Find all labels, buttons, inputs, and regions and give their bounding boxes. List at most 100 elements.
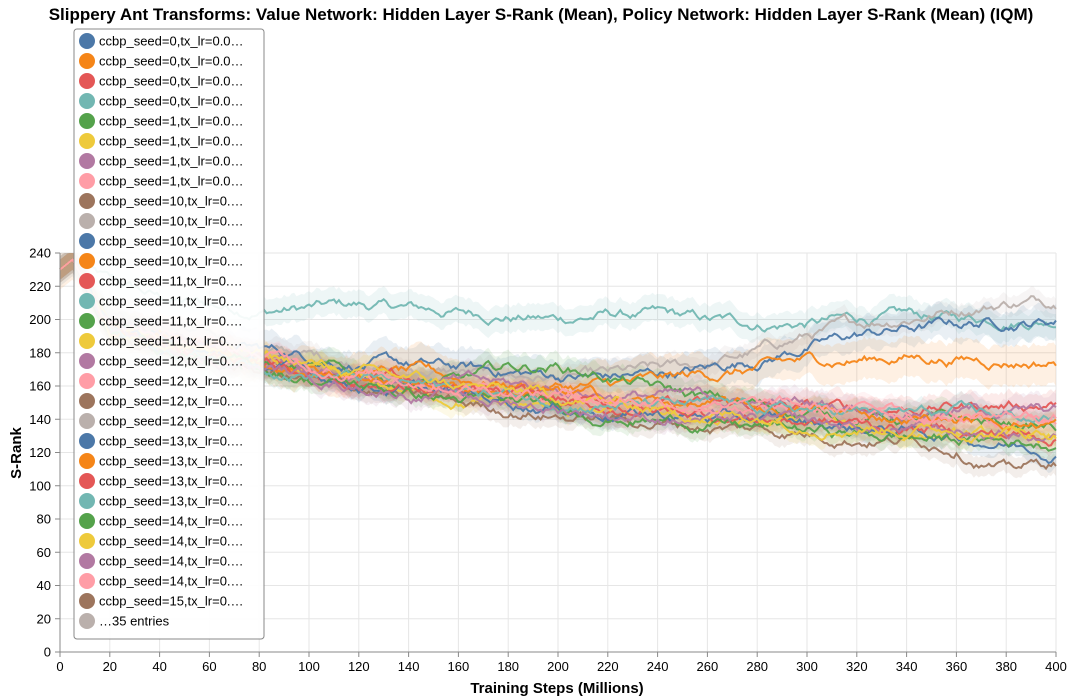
- legend-entry[interactable]: ccbp_seed=0,tx_lr=0.0…: [79, 33, 244, 49]
- legend-entry[interactable]: ccbp_seed=14,tx_lr=0.…: [79, 553, 244, 569]
- x-tick-label: 400: [1045, 659, 1067, 674]
- legend-swatch: [79, 253, 95, 269]
- legend-entry[interactable]: ccbp_seed=10,tx_lr=0.…: [79, 233, 244, 249]
- x-tick-label: 0: [56, 659, 63, 674]
- legend-label: ccbp_seed=13,tx_lr=0.…: [99, 474, 244, 489]
- legend-swatch: [79, 313, 95, 329]
- legend: ccbp_seed=0,tx_lr=0.0… ccbp_seed=0,tx_lr=…: [73, 28, 265, 640]
- x-tick-label: 20: [103, 659, 117, 674]
- legend-swatch: [79, 433, 95, 449]
- legend-label: ccbp_seed=12,tx_lr=0.…: [99, 394, 244, 409]
- legend-label: ccbp_seed=1,tx_lr=0.0…: [99, 114, 244, 129]
- legend-label: ccbp_seed=13,tx_lr=0.…: [99, 494, 244, 509]
- legend-swatch: [79, 533, 95, 549]
- legend-entry[interactable]: ccbp_seed=15,tx_lr=0.…: [79, 593, 244, 609]
- legend-swatch: [79, 293, 95, 309]
- x-tick-label: 140: [398, 659, 420, 674]
- legend-swatch: [79, 33, 95, 49]
- legend-entry[interactable]: ccbp_seed=1,tx_lr=0.0…: [79, 113, 244, 129]
- legend-label: ccbp_seed=11,tx_lr=0.…: [99, 314, 243, 329]
- legend-label: ccbp_seed=12,tx_lr=0.…: [99, 354, 244, 369]
- legend-label: ccbp_seed=11,tx_lr=0.…: [99, 294, 243, 309]
- legend-entry[interactable]: ccbp_seed=10,tx_lr=0.…: [79, 253, 244, 269]
- legend-label: ccbp_seed=10,tx_lr=0.…: [99, 194, 244, 209]
- legend-swatch: [79, 133, 95, 149]
- y-tick-label: 80: [37, 512, 51, 527]
- legend-entry[interactable]: ccbp_seed=1,tx_lr=0.0…: [79, 153, 244, 169]
- legend-label: ccbp_seed=0,tx_lr=0.0…: [99, 74, 244, 89]
- legend-label: ccbp_seed=1,tx_lr=0.0…: [99, 174, 244, 189]
- legend-entry[interactable]: ccbp_seed=11,tx_lr=0.…: [79, 313, 243, 329]
- legend-entry[interactable]: ccbp_seed=13,tx_lr=0.…: [79, 453, 244, 469]
- legend-entry[interactable]: ccbp_seed=14,tx_lr=0.…: [79, 533, 244, 549]
- legend-swatch: [79, 53, 95, 69]
- x-tick-label: 60: [202, 659, 216, 674]
- legend-swatch: [79, 113, 95, 129]
- legend-entry[interactable]: ccbp_seed=0,tx_lr=0.0…: [79, 53, 244, 69]
- legend-swatch: [79, 413, 95, 429]
- legend-entry[interactable]: ccbp_seed=12,tx_lr=0.…: [79, 393, 244, 409]
- y-tick-label: 240: [29, 246, 51, 261]
- legend-swatch: [79, 73, 95, 89]
- y-axis-title: S-Rank: [8, 427, 25, 479]
- y-tick-label: 60: [37, 545, 51, 560]
- x-tick-label: 300: [796, 659, 818, 674]
- legend-label: ccbp_seed=10,tx_lr=0.…: [99, 254, 244, 269]
- legend-label: ccbp_seed=12,tx_lr=0.…: [99, 414, 244, 429]
- legend-label: ccbp_seed=13,tx_lr=0.…: [99, 454, 244, 469]
- legend-swatch: [79, 393, 95, 409]
- x-tick-label: 240: [647, 659, 669, 674]
- legend-label: ccbp_seed=10,tx_lr=0.…: [99, 214, 244, 229]
- legend-label: ccbp_seed=15,tx_lr=0.…: [99, 594, 244, 609]
- y-tick-label: 200: [29, 312, 51, 327]
- x-tick-label: 320: [846, 659, 868, 674]
- x-axis-title: Training Steps (Millions): [470, 680, 643, 697]
- y-tick-label: 20: [37, 611, 51, 626]
- legend-label: ccbp_seed=12,tx_lr=0.…: [99, 374, 244, 389]
- series-band: [60, 253, 1056, 430]
- legend-label: ccbp_seed=1,tx_lr=0.0…: [99, 154, 244, 169]
- x-tick-label: 160: [448, 659, 470, 674]
- legend-swatch: [79, 613, 95, 629]
- legend-entry[interactable]: ccbp_seed=11,tx_lr=0.…: [79, 333, 243, 349]
- y-tick-label: 120: [29, 445, 51, 460]
- legend-entry[interactable]: ccbp_seed=12,tx_lr=0.…: [79, 353, 244, 369]
- legend-entry[interactable]: ccbp_seed=10,tx_lr=0.…: [79, 193, 244, 209]
- legend-label: …35 entries: [99, 614, 170, 629]
- legend-swatch: [79, 553, 95, 569]
- legend-entry[interactable]: ccbp_seed=14,tx_lr=0.…: [79, 573, 244, 589]
- legend-swatch: [79, 193, 95, 209]
- legend-entry[interactable]: ccbp_seed=1,tx_lr=0.0…: [79, 133, 244, 149]
- legend-label: ccbp_seed=14,tx_lr=0.…: [99, 514, 244, 529]
- legend-swatch: [79, 373, 95, 389]
- series-band: [60, 253, 1056, 461]
- legend-entry[interactable]: ccbp_seed=11,tx_lr=0.…: [79, 293, 243, 309]
- legend-entry[interactable]: ccbp_seed=0,tx_lr=0.0…: [79, 73, 244, 89]
- legend-swatch: [79, 493, 95, 509]
- series-band: [60, 253, 1056, 473]
- legend-label: ccbp_seed=11,tx_lr=0.…: [99, 334, 243, 349]
- legend-swatch: [79, 153, 95, 169]
- x-tick-label: 260: [697, 659, 719, 674]
- y-tick-label: 180: [29, 345, 51, 360]
- legend-entry[interactable]: ccbp_seed=12,tx_lr=0.…: [79, 413, 244, 429]
- legend-swatch: [79, 513, 95, 529]
- legend-entry[interactable]: ccbp_seed=13,tx_lr=0.…: [79, 473, 244, 489]
- chart-title: Slippery Ant Transforms: Value Network: …: [49, 5, 1034, 24]
- legend-swatch: [79, 213, 95, 229]
- x-tick-label: 200: [547, 659, 569, 674]
- legend-entry[interactable]: ccbp_seed=10,tx_lr=0.…: [79, 213, 244, 229]
- legend-box: [73, 28, 265, 640]
- legend-entry[interactable]: ccbp_seed=11,tx_lr=0.…: [79, 273, 243, 289]
- axes: 0 20 40 60 80 100 120 140 160 180 200 220 240 260 280 3…: [29, 246, 1067, 675]
- y-tick-label: 0: [44, 645, 51, 660]
- legend-entry[interactable]: ccbp_seed=1,tx_lr=0.0…: [79, 173, 244, 189]
- legend-entry[interactable]: ccbp_seed=14,tx_lr=0.…: [79, 513, 244, 529]
- legend-entry[interactable]: ccbp_seed=0,tx_lr=0.0…: [79, 93, 244, 109]
- y-tick-label: 220: [29, 279, 51, 294]
- legend-entry[interactable]: …35 entries: [79, 613, 170, 629]
- legend-entry[interactable]: ccbp_seed=12,tx_lr=0.…: [79, 373, 244, 389]
- legend-entry[interactable]: ccbp_seed=13,tx_lr=0.…: [79, 433, 244, 449]
- legend-entry[interactable]: ccbp_seed=13,tx_lr=0.…: [79, 493, 244, 509]
